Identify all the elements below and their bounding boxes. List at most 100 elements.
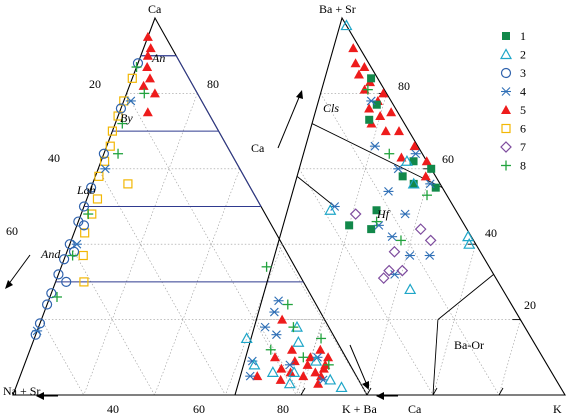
left-grid-l-3	[41, 319, 85, 396]
legend-marker-2	[499, 48, 513, 60]
right-point-37-c	[387, 232, 397, 242]
legend-marker-4-c	[501, 87, 511, 96]
left-grid-r-2	[225, 244, 283, 396]
left-point-83	[67, 250, 78, 261]
left-triangle-fields	[5, 55, 398, 400]
left-point-78	[131, 62, 142, 73]
left-point-60	[269, 307, 280, 317]
right-point-16	[420, 171, 431, 181]
right-point-15	[421, 156, 432, 166]
legend-label-2: 2	[520, 48, 526, 62]
right-point-47	[340, 19, 353, 31]
data-points	[30, 19, 476, 393]
left-point-70	[240, 332, 253, 344]
right-point-3	[359, 62, 370, 72]
left-point-41	[98, 148, 109, 159]
legend-marker-5	[501, 105, 511, 114]
left-point-72	[324, 373, 337, 385]
right-point-18	[367, 74, 376, 83]
field-by: By	[120, 111, 133, 125]
right-point-31-c	[411, 149, 421, 159]
right-point-29	[366, 96, 377, 106]
arrow-right-corner	[349, 344, 368, 386]
left-point-30	[105, 141, 115, 151]
right-point-39-c	[425, 251, 435, 260]
left-point-48	[46, 288, 57, 299]
legend-label-1: 1	[520, 29, 526, 43]
left-grid-r-3	[295, 319, 325, 396]
legend-label-3: 3	[520, 66, 526, 80]
left-point-40	[115, 103, 127, 114]
left-point-23	[285, 367, 296, 377]
arrowhead-ca	[296, 90, 303, 99]
bottom-tick-80: 80	[277, 402, 289, 416]
right-point-40-c	[390, 269, 400, 279]
right-point-38	[404, 251, 415, 260]
left-point-17	[276, 363, 287, 373]
right-point-14	[409, 141, 420, 151]
field-lab: Lab	[76, 183, 96, 197]
left-point-89	[323, 359, 334, 370]
right-point-9	[375, 111, 386, 121]
right-point-34-c	[384, 187, 393, 196]
left-point-26	[127, 73, 137, 83]
legend-marker-7	[500, 141, 512, 153]
right-point-29-c	[366, 96, 376, 106]
left-point-69	[283, 377, 296, 389]
left-point-67-c	[272, 330, 281, 340]
right-point-32	[393, 164, 404, 174]
left-point-59-c	[274, 296, 283, 306]
left-grid-l-0	[126, 93, 297, 396]
right-grid-l-2	[277, 244, 368, 396]
left-point-14	[298, 371, 309, 381]
left-point-84	[52, 291, 62, 302]
left-tick-60: 60	[6, 224, 18, 238]
boundary-cls-hf	[311, 123, 443, 189]
right-point-42	[362, 84, 373, 95]
left-point-87	[288, 322, 299, 333]
right-point-0	[348, 43, 359, 53]
bottom-k-label: K	[553, 402, 562, 416]
left-point-7	[142, 107, 153, 117]
left-point-90	[265, 344, 276, 355]
right-point-45	[395, 235, 406, 246]
left-point-68	[248, 358, 261, 370]
left-point-29	[107, 126, 118, 136]
right-point-12	[380, 126, 391, 136]
right-point-46	[422, 190, 433, 201]
right-point-39	[424, 251, 435, 260]
left-point-71	[288, 366, 301, 377]
left-point-67	[271, 330, 282, 340]
left-point-46	[59, 254, 70, 265]
right-point-30	[369, 141, 380, 151]
right-point-33	[425, 179, 436, 189]
left-point-33	[92, 194, 103, 204]
legend-label-4: 4	[520, 85, 526, 99]
left-point-52	[78, 220, 90, 231]
left-point-35	[80, 228, 90, 238]
legend-label-5: 5	[520, 103, 526, 117]
right-point-26	[372, 206, 381, 215]
left-point-36	[78, 250, 88, 261]
right-point-33-c	[425, 179, 435, 189]
left-point-54	[61, 276, 72, 287]
field-outline	[140, 55, 262, 207]
right-tick-20: 20	[524, 298, 536, 312]
right-point-38-c	[405, 251, 415, 260]
left-point-81	[113, 148, 124, 159]
right-base-tick-3	[498, 387, 504, 396]
legend-label-6: 6	[520, 122, 526, 136]
right-point-31	[410, 149, 421, 159]
left-point-8	[277, 314, 288, 324]
left-point-38	[123, 179, 133, 189]
right-point-49	[407, 177, 420, 189]
right-point-48	[400, 155, 413, 166]
legend: 1 2 3 4 5 6 7 8	[499, 29, 526, 173]
right-point-17	[396, 152, 407, 162]
apex-ba-sr-label: Ba + Sr	[319, 2, 356, 16]
right-point-57	[383, 264, 395, 277]
right-point-20	[365, 115, 374, 124]
legend-marker-6	[501, 123, 511, 134]
